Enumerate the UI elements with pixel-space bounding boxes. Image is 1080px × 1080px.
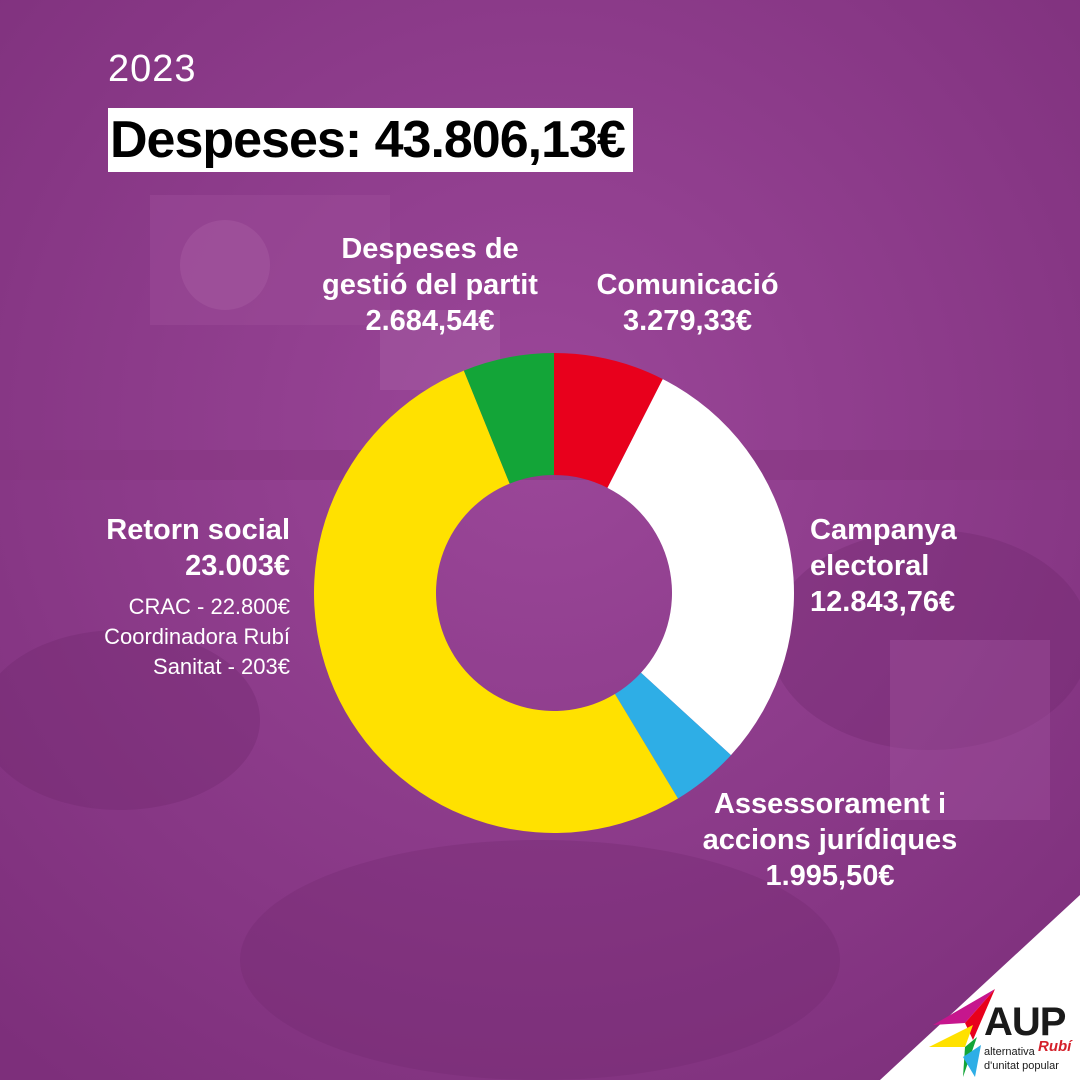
retorn-note: CRAC - 22.800€ Coordinadora Rubí Sanitat… xyxy=(60,592,290,682)
slice-gestio xyxy=(463,353,554,484)
label-comunicacio: Comunicació 3.279,33€ xyxy=(580,267,795,339)
retorn-note-line1: CRAC - 22.800€ xyxy=(128,594,290,619)
label-comunicacio-value: 3.279,33€ xyxy=(622,305,752,337)
label-retorn-value: 23.003€ xyxy=(185,550,290,582)
logo-subtitle-1: alternativa xyxy=(984,1046,1035,1058)
label-gestio-line2: gestió del partit xyxy=(322,269,538,301)
label-campanya-line2: electoral xyxy=(810,550,930,582)
label-gestio-value: 2.684,54€ xyxy=(365,305,495,337)
label-comunicacio-line1: Comunicació xyxy=(596,269,779,301)
retorn-note-line2: Coordinadora Rubí xyxy=(104,624,290,649)
label-campanya-line1: Campanya xyxy=(810,514,957,546)
label-gestio: Despeses de gestió del partit 2.684,54€ xyxy=(300,231,560,339)
label-assessorament-value: 1.995,50€ xyxy=(765,860,895,892)
label-campanya: Campanya electoral 12.843,76€ xyxy=(810,512,1010,620)
slice-campanya xyxy=(607,379,794,756)
logo-place: Rubí xyxy=(1038,1038,1072,1055)
page-title: Despeses: 43.806,13€ xyxy=(108,108,633,172)
slice-assessorament xyxy=(614,672,731,799)
retorn-note-line3: Sanitat - 203€ xyxy=(153,654,290,679)
year-label: 2023 xyxy=(108,48,197,90)
slice-retorn xyxy=(314,370,678,833)
label-retorn-line1: Retorn social xyxy=(106,514,290,546)
logo-name: AUP xyxy=(984,1000,1066,1044)
label-assessorament-line1: Assessorament i xyxy=(713,788,947,820)
label-retorn: Retorn social 23.003€ xyxy=(60,512,290,584)
label-gestio-line1: Despeses de xyxy=(341,233,519,265)
label-assessorament-line2: accions jurídiques xyxy=(702,824,958,856)
label-assessorament: Assessorament i accions jurídiques 1.995… xyxy=(690,786,970,894)
label-campanya-value: 12.843,76€ xyxy=(810,586,956,618)
slice-comunicacio xyxy=(554,353,663,488)
logo-subtitle-2: d'unitat popular xyxy=(984,1060,1059,1072)
aup-logo-icon xyxy=(929,989,995,1077)
